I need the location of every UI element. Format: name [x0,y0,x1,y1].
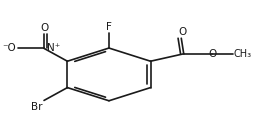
Text: Br: Br [31,102,43,112]
Text: N⁺: N⁺ [47,43,60,53]
Text: O: O [208,49,216,59]
Text: F: F [106,22,112,32]
Text: ⁻O: ⁻O [3,43,16,53]
Text: O: O [41,23,49,33]
Text: CH₃: CH₃ [234,49,252,59]
Text: O: O [178,27,187,37]
